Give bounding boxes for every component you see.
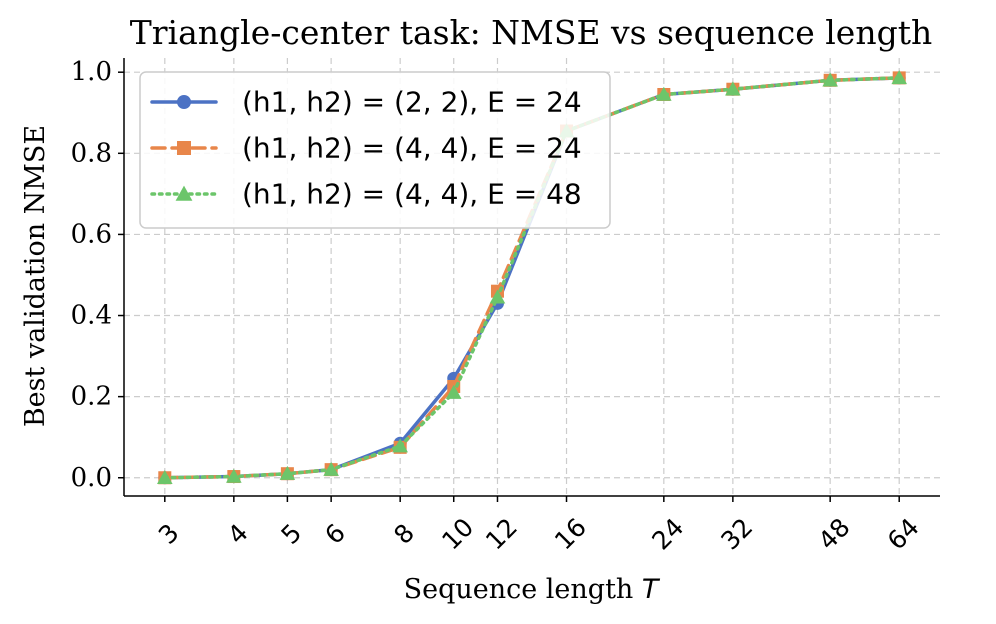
- data-point: [156, 469, 173, 484]
- legend-label: (h1, h2) = (4, 4), E = 48: [242, 178, 582, 211]
- legend-marker: [177, 95, 191, 109]
- series-line: [163, 76, 901, 480]
- legend-label: (h1, h2) = (2, 2), E = 24: [242, 86, 582, 119]
- legend-box: [139, 71, 611, 229]
- data-point: [323, 461, 339, 476]
- y-axis-label: Best validation NMSE: [20, 125, 51, 427]
- y-tick-label: 0.0: [71, 463, 112, 493]
- x-tick-label: 48: [813, 512, 856, 555]
- x-tick-label: 64: [882, 512, 925, 555]
- y-tick-label: 0.8: [71, 138, 112, 168]
- x-axis-label: Sequence length T: [404, 574, 661, 605]
- legend: (h1, h2) = (2, 2), E = 24 (h1, h2) = (4, …: [139, 71, 611, 229]
- axes: [123, 58, 940, 497]
- y-tick-label: 0.2: [71, 382, 112, 412]
- x-tick-label: 4: [222, 518, 254, 550]
- x-tick-label: 32: [715, 512, 758, 555]
- x-tick-label: 16: [549, 512, 592, 555]
- y-tick-label: 0.4: [71, 301, 112, 331]
- data-point: [489, 289, 506, 304]
- data-point: [725, 81, 741, 96]
- data-point: [822, 72, 838, 87]
- x-tick-label: 24: [646, 512, 689, 555]
- series-layer: [156, 70, 908, 485]
- x-tick-label: 8: [388, 518, 420, 550]
- legend-label: (h1, h2) = (4, 4), E = 24: [242, 132, 582, 165]
- y-tick-label: 1.0: [71, 57, 112, 87]
- x-tick-label: 3: [153, 518, 185, 550]
- y-tick-label: 0.6: [71, 219, 112, 249]
- x-tick-label: 6: [319, 518, 351, 550]
- data-point: [891, 70, 908, 85]
- data-point: [445, 384, 462, 399]
- legend-marker: [175, 185, 193, 201]
- x-tick-label: 10: [436, 512, 479, 555]
- data-point: [279, 465, 296, 480]
- chart-title: Triangle-center task: NMSE vs sequence l…: [130, 13, 932, 52]
- data-point: [392, 438, 408, 453]
- x-tick-label: 12: [480, 512, 523, 555]
- legend-marker: [177, 141, 191, 155]
- data-point: [226, 468, 242, 483]
- x-tick-label: 5: [276, 518, 308, 550]
- data-point: [656, 86, 672, 101]
